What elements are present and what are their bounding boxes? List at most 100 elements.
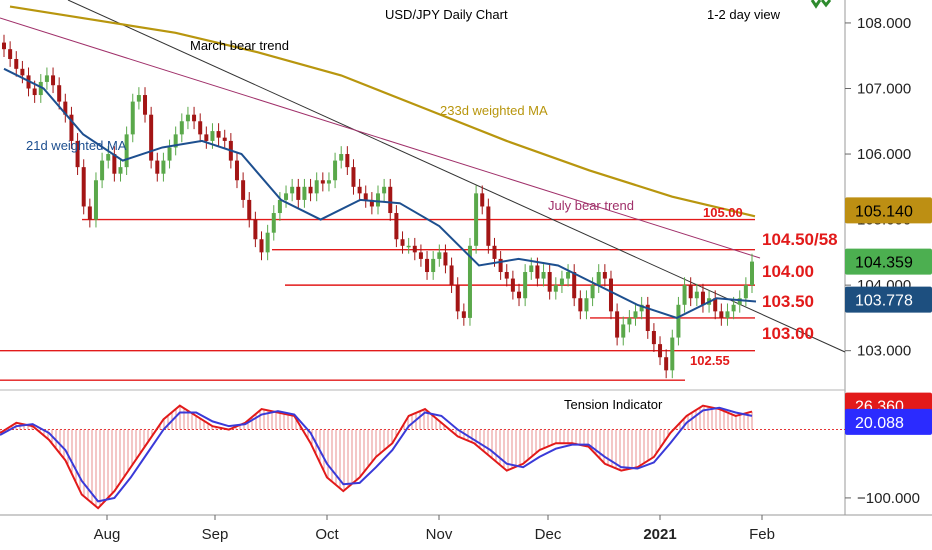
level-label-10255: 102.55 [690, 353, 730, 368]
candle [541, 272, 546, 279]
candles [2, 34, 754, 379]
candle [63, 101, 68, 115]
candle [590, 285, 595, 299]
candle [198, 121, 203, 135]
candle [615, 311, 620, 338]
candle [149, 114, 154, 161]
candle [333, 160, 338, 181]
candle [572, 272, 577, 299]
candle [271, 213, 276, 233]
candle [382, 186, 387, 194]
candle [259, 239, 264, 253]
candle [253, 219, 258, 240]
price-badge-label: 105.140 [855, 203, 913, 220]
y-tick-label: 107.000 [857, 80, 911, 97]
chart-title: USD/JPY Daily Chart [385, 7, 508, 22]
candle [750, 261, 754, 286]
candle [486, 206, 491, 246]
time-axis-ticks: Aug Sep Oct Nov Dec 2021 Feb [94, 515, 775, 543]
chart-subtitle: 1-2 day view [707, 7, 781, 22]
candle [363, 193, 368, 200]
ma233-label: 233d weighted MA [440, 103, 548, 118]
candle [93, 180, 98, 220]
candle [124, 134, 129, 168]
price-badge-label: 104.359 [855, 255, 913, 272]
candle [670, 337, 675, 371]
candle [737, 298, 742, 305]
candle [658, 344, 663, 358]
candle [8, 49, 13, 59]
candle [290, 186, 295, 194]
candle [369, 199, 374, 207]
candle [326, 180, 331, 184]
candle [731, 304, 736, 312]
candle [431, 258, 436, 273]
candle [602, 272, 607, 279]
candle [608, 278, 613, 312]
candle [443, 252, 448, 266]
candle [559, 278, 564, 286]
candle [69, 114, 74, 141]
candle [743, 285, 748, 299]
candle [247, 199, 252, 220]
ma21-label: 21d weighted MA [26, 138, 127, 153]
price-badge-label: 103.778 [855, 293, 913, 310]
candle [412, 245, 417, 253]
indicator-tick-label: −100.000 [857, 490, 920, 507]
candle [345, 154, 350, 168]
level-label-10450: 104.50/58 [762, 230, 838, 249]
indicator-title: Tension Indicator [564, 397, 663, 412]
candle [547, 272, 552, 292]
candle [645, 304, 650, 332]
candle [449, 265, 454, 286]
july-trend-line [0, 17, 761, 259]
ma233-line [9, 5, 756, 218]
x-tick-label: Oct [315, 526, 339, 543]
candle [339, 154, 344, 161]
march-trend-label: March bear trend [190, 38, 289, 53]
candle [357, 186, 362, 194]
candle [130, 101, 135, 135]
candle [265, 232, 270, 253]
indicator-badge-label: 20.088 [855, 415, 904, 432]
candle [173, 134, 178, 148]
candle [284, 193, 289, 200]
candle [161, 160, 166, 174]
candle [314, 180, 319, 194]
brand-mark-icon [810, 0, 832, 9]
candle [302, 186, 307, 200]
ma21-series [3, 67, 757, 319]
candle [216, 131, 221, 138]
y-tick-label: 108.000 [857, 15, 911, 32]
candle [87, 206, 92, 220]
price-badge [845, 248, 932, 275]
candle [388, 186, 393, 214]
candle [676, 304, 681, 338]
x-tick-label: Aug [94, 526, 121, 543]
candle [112, 154, 117, 174]
candle [75, 140, 80, 168]
y-tick-label: 103.000 [857, 343, 911, 360]
candle [277, 199, 282, 214]
candle [308, 186, 313, 194]
tension-indicator [0, 404, 845, 510]
x-tick-label: Feb [749, 526, 775, 543]
x-tick-label: Dec [535, 526, 562, 543]
candle [474, 193, 479, 246]
candle [222, 137, 227, 141]
candle [596, 272, 601, 286]
candle [320, 180, 325, 184]
candle [406, 245, 411, 248]
candle [210, 131, 215, 141]
candle [713, 298, 718, 312]
candle [192, 114, 197, 122]
candle [461, 311, 466, 318]
candle [694, 291, 699, 299]
candle [578, 298, 583, 312]
candle [400, 239, 405, 246]
level-label-105: 105.00 [703, 205, 743, 220]
candle [20, 68, 25, 76]
candle [32, 88, 37, 96]
level-label-10350: 103.50 [762, 292, 814, 311]
